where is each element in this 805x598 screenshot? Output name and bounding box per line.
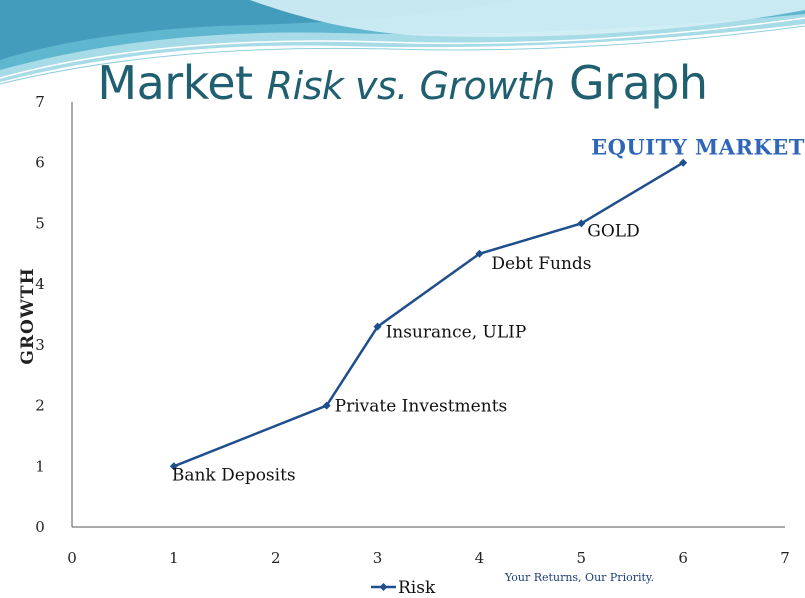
- x-tick-label: 0: [67, 549, 77, 567]
- data-label: Debt Funds: [491, 254, 591, 274]
- data-label: GOLD: [587, 221, 639, 241]
- x-tick-label: 7: [780, 549, 790, 567]
- title-part-1: Market: [97, 56, 267, 110]
- data-point: [322, 401, 331, 410]
- y-tick-label: 4: [35, 275, 45, 293]
- x-tick-label: 6: [678, 549, 688, 567]
- title-part-3: Graph: [554, 56, 708, 110]
- series-layer: [169, 158, 688, 471]
- x-tick-label: 1: [169, 549, 179, 567]
- data-point: [679, 158, 688, 167]
- data-point: [577, 219, 586, 228]
- legend-marker: [379, 583, 388, 591]
- axes: 0 1 2 3 4 5 6 7 0 1 2 3 4 5 6 7 GROWTH: [18, 93, 790, 567]
- annotation-layer: Bank Deposits Private Investments Insuranc…: [172, 135, 805, 486]
- legend-label: Risk: [398, 578, 436, 598]
- x-tick-label: 3: [373, 549, 383, 567]
- title-part-2: Risk vs. Growth: [266, 64, 556, 108]
- series-line-risk: [173, 161, 684, 468]
- y-tick-label: 1: [35, 457, 45, 475]
- x-tick-label: 4: [475, 549, 485, 567]
- x-tick-label: 2: [271, 549, 281, 567]
- x-tick-label: 5: [577, 549, 587, 567]
- data-label: Insurance, ULIP: [386, 323, 527, 343]
- data-point: [169, 462, 178, 471]
- y-tick-label: 3: [35, 336, 45, 354]
- data-label: Bank Deposits: [172, 465, 296, 485]
- tagline: Your Returns, Our Priority.: [505, 571, 655, 584]
- data-point: [475, 249, 484, 258]
- y-tick-label: 6: [35, 154, 45, 172]
- y-tick-label: 2: [35, 397, 45, 415]
- y-tick-label: 7: [35, 93, 45, 111]
- header-banner: [0, 0, 805, 85]
- data-label: EQUITY MARKET: [591, 135, 805, 160]
- y-tick-label: 0: [35, 518, 45, 536]
- legend: Risk: [371, 578, 436, 598]
- y-axis-label: GROWTH: [18, 267, 38, 364]
- page-title: Market Risk vs. Growth Graph: [0, 56, 805, 110]
- data-point: [373, 322, 382, 331]
- y-tick-label: 5: [35, 214, 45, 232]
- data-label: Private Investments: [335, 397, 508, 417]
